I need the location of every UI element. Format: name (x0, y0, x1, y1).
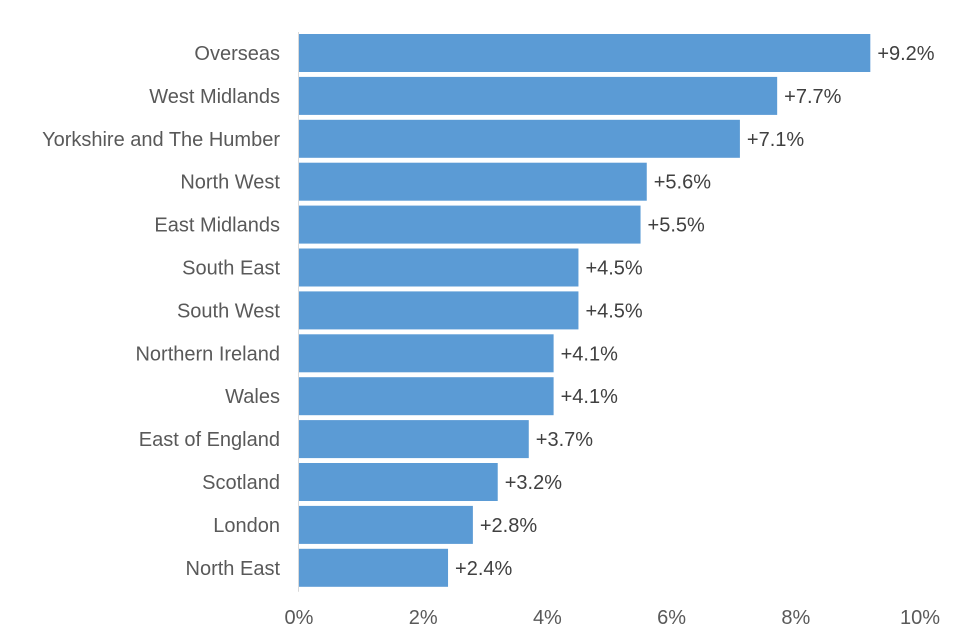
data-label: +9.2% (877, 43, 934, 65)
bar (299, 291, 579, 330)
bar (299, 76, 778, 115)
data-label: +5.5% (648, 215, 705, 237)
category-label: Scotland (202, 472, 280, 494)
x-tick-label: 10% (900, 607, 940, 629)
bar (299, 119, 740, 158)
x-tick-label: 8% (781, 607, 810, 629)
category-label: North East (186, 558, 281, 580)
value-labels: +9.2% +7.7% +7.1% +5.6% +5.5% +4.5% +4.5% +4.1%… (455, 43, 935, 580)
x-axis-ticks: 0% 2% 4% 6% 8% 10% (285, 607, 941, 629)
data-label: +7.1% (747, 129, 804, 151)
data-label: +5.6% (654, 172, 711, 194)
bar (299, 34, 871, 72)
bar (299, 248, 579, 287)
data-label: +4.1% (561, 386, 618, 408)
category-label: London (213, 515, 280, 537)
data-label: +4.1% (561, 343, 618, 365)
bar (299, 334, 554, 373)
category-label: Overseas (194, 43, 280, 65)
bar (299, 463, 498, 501)
data-label: +2.8% (480, 515, 537, 537)
x-tick-label: 0% (285, 607, 314, 629)
data-label: +2.4% (455, 558, 512, 580)
bars-group (299, 34, 871, 587)
category-label: Wales (225, 386, 280, 408)
data-label: +3.7% (536, 429, 593, 451)
category-label: East Midlands (154, 215, 280, 237)
bar (299, 162, 647, 201)
category-label: East of England (139, 429, 280, 451)
category-label: North West (180, 172, 280, 194)
bar (299, 505, 473, 544)
x-tick-label: 6% (657, 607, 686, 629)
category-labels: Overseas West Midlands Yorkshire and The H… (42, 43, 280, 580)
x-tick-label: 4% (533, 607, 562, 629)
category-label: South East (182, 258, 280, 280)
category-label: Northern Ireland (135, 343, 280, 365)
x-tick-label: 2% (409, 607, 438, 629)
bar (299, 548, 449, 587)
category-label: Yorkshire and The Humber (42, 129, 280, 151)
data-label: +4.5% (585, 258, 642, 280)
data-label: +4.5% (585, 300, 642, 322)
bar (299, 420, 529, 459)
data-label: +3.2% (505, 472, 562, 494)
bar (299, 377, 554, 416)
bar (299, 205, 641, 244)
category-label: South West (177, 300, 280, 322)
category-label: West Midlands (149, 86, 280, 108)
data-label: +7.7% (784, 86, 841, 108)
